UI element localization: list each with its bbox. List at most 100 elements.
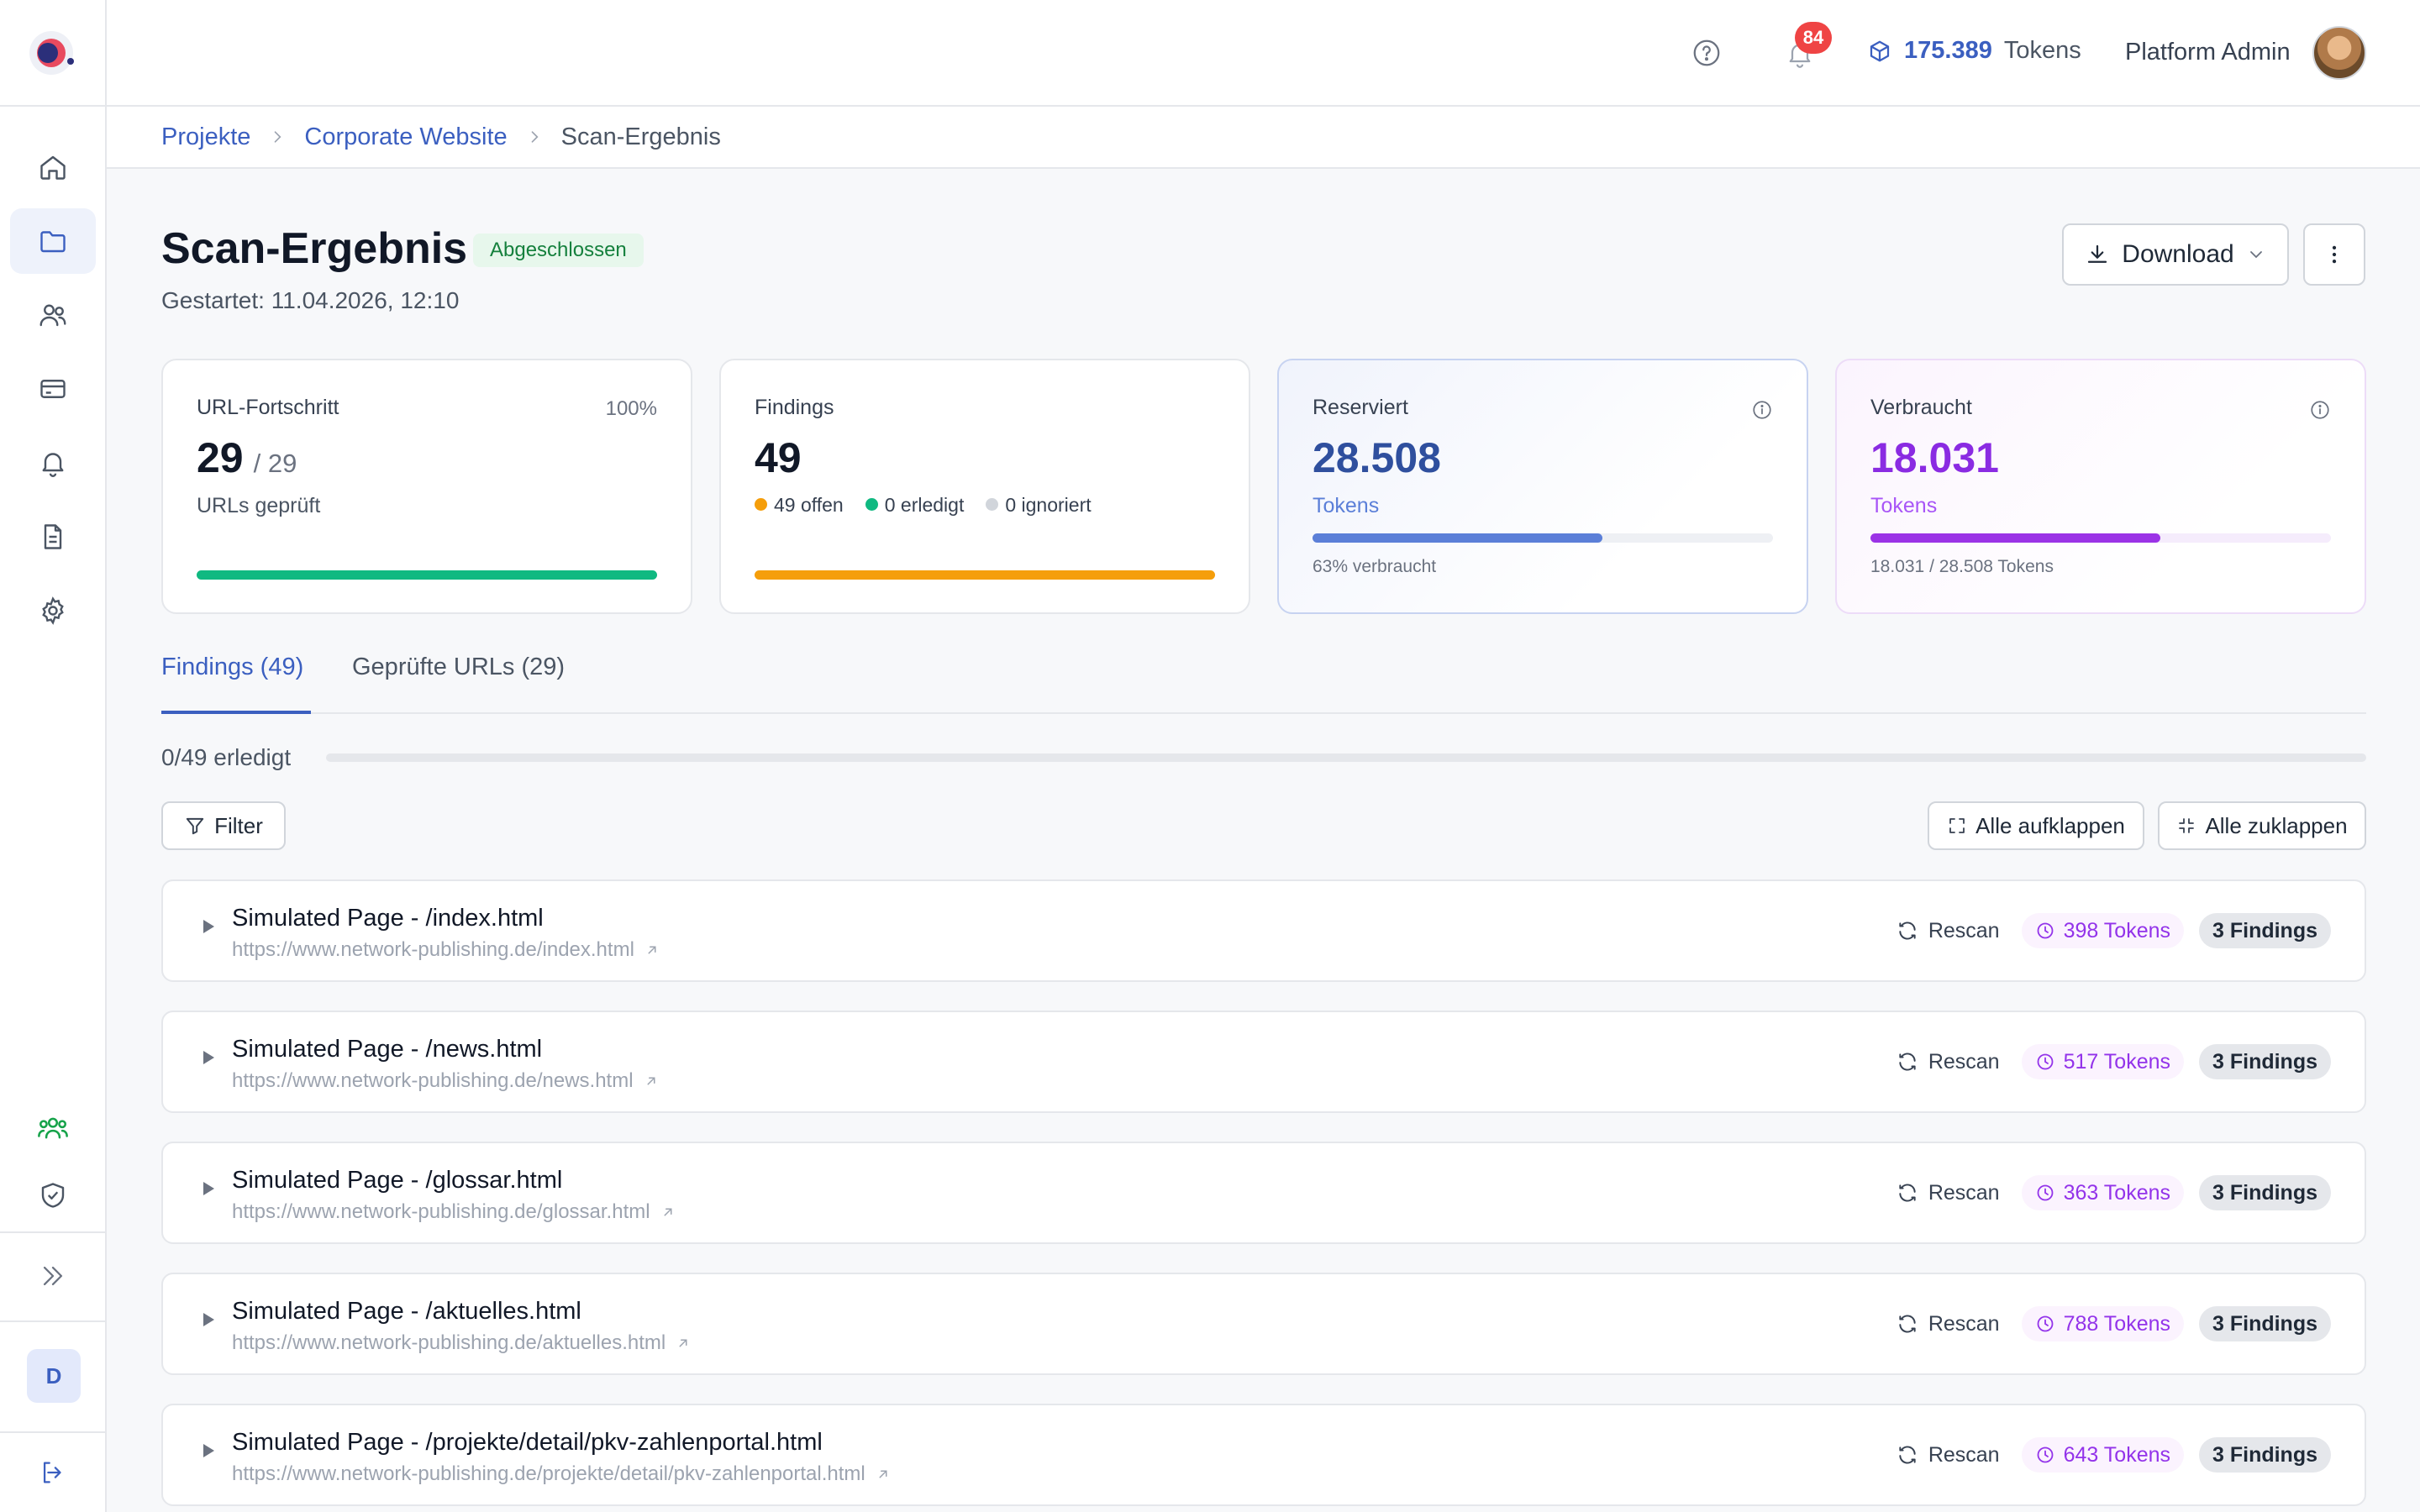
token-balance-label: Tokens	[2003, 37, 2081, 64]
row-url: https://www.network-publishing.de/news.h…	[232, 1069, 634, 1092]
sidebar-item-settings[interactable]	[10, 578, 96, 643]
list-item[interactable]: Simulated Page - /projekte/detail/pkv-za…	[161, 1404, 2366, 1506]
progress-bar	[197, 570, 657, 580]
sidebar-item-billing[interactable]	[10, 356, 96, 422]
row-title: Simulated Page - /glossar.html	[232, 1167, 563, 1194]
user-avatar[interactable]	[2312, 26, 2366, 80]
info-icon[interactable]	[2309, 399, 2331, 421]
rescan-button[interactable]: Rescan	[1890, 1312, 2007, 1336]
sidebar-item-projects[interactable]	[10, 208, 96, 274]
expand-all-button[interactable]: Alle aufklappen	[1928, 801, 2144, 850]
logout-button[interactable]	[10, 1440, 96, 1505]
row-actions: Rescan 398 Tokens 3 Findings	[1890, 911, 2331, 950]
list-item[interactable]: Simulated Page - /news.html https://www.…	[161, 1011, 2366, 1113]
token-cost-badge: 363 Tokens	[2021, 1175, 2184, 1210]
list-item[interactable]: Simulated Page - /index.html https://www…	[161, 879, 2366, 982]
progress-bar-fill	[1313, 533, 1603, 543]
gear-icon	[42, 596, 64, 625]
collapse-all-button[interactable]: Alle zuklappen	[2158, 801, 2366, 850]
rescan-label: Rescan	[1928, 1311, 2000, 1336]
chevron-right-icon	[526, 129, 543, 145]
tab-checked-urls[interactable]: Geprüfte URLs (29)	[352, 654, 566, 680]
row-title: Simulated Page - /projekte/detail/pkv-za…	[232, 1429, 823, 1456]
filter-button[interactable]: Filter	[161, 801, 286, 850]
help-button[interactable]	[1691, 38, 1722, 68]
expand-caret-icon[interactable]	[198, 1047, 218, 1068]
progress-bar-fill	[755, 570, 1215, 580]
row-title: Simulated Page - /aktuelles.html	[232, 1298, 581, 1325]
row-url-link[interactable]: https://www.network-publishing.de/projek…	[232, 1462, 891, 1486]
expand-caret-icon[interactable]	[198, 1179, 218, 1199]
consumed-card: Verbraucht 18.031 Tokens 18.031 / 28.508…	[1835, 359, 2366, 614]
findings-count-badge: 3 Findings	[2199, 913, 2331, 948]
row-url-link[interactable]: https://www.network-publishing.de/aktuel…	[232, 1331, 691, 1355]
breadcrumb: Projekte Corporate Website Scan-Ergebnis	[107, 107, 2420, 169]
external-link-icon	[647, 1077, 655, 1085]
rescan-button[interactable]: Rescan	[1890, 1181, 2007, 1205]
rescan-button[interactable]: Rescan	[1890, 1050, 2007, 1074]
reserved-card: Reserviert 28.508 Tokens 63% verbraucht	[1277, 359, 1808, 614]
more-options-button[interactable]	[2303, 223, 2365, 286]
row-url-link[interactable]: https://www.network-publishing.de/glossa…	[232, 1200, 676, 1224]
team-icon	[38, 1117, 68, 1139]
chevron-right-icon	[269, 129, 286, 145]
breadcrumb-project[interactable]: Corporate Website	[304, 123, 508, 150]
sidebar-expand-button[interactable]	[10, 1243, 96, 1309]
sidebar-item-reports[interactable]	[10, 504, 96, 570]
token-cost-badge: 517 Tokens	[2021, 1044, 2184, 1079]
clock-icon	[2037, 1184, 2053, 1201]
help-icon	[1693, 39, 1720, 66]
token-cost-badge: 643 Tokens	[2021, 1437, 2184, 1473]
refresh-icon	[1899, 1184, 1916, 1202]
sidebar-item-notifications[interactable]	[10, 430, 96, 496]
rescan-button[interactable]: Rescan	[1890, 1443, 2007, 1467]
sidebar-item-home[interactable]	[10, 134, 96, 200]
refresh-icon	[1899, 1053, 1916, 1071]
cube-icon	[1870, 40, 1890, 61]
expand-icon	[1949, 818, 1965, 833]
sidebar-item-security[interactable]	[10, 1163, 96, 1228]
user-name[interactable]: Platform Admin	[2125, 39, 2291, 66]
progress-bar	[1870, 533, 2331, 543]
chevrons-right-icon	[43, 1266, 63, 1286]
list-item[interactable]: Simulated Page - /aktuelles.html https:/…	[161, 1273, 2366, 1375]
info-icon[interactable]	[1751, 399, 1773, 421]
row-url: https://www.network-publishing.de/index.…	[232, 938, 634, 961]
tab-findings[interactable]: Findings (49)	[161, 654, 311, 714]
row-url: https://www.network-publishing.de/projek…	[232, 1462, 865, 1485]
card-subtitle: URLs geprüft	[197, 494, 321, 517]
collapse-icon	[2179, 818, 2195, 833]
expand-caret-icon[interactable]	[198, 1441, 218, 1461]
row-actions: Rescan 788 Tokens 3 Findings	[1890, 1305, 2331, 1343]
expand-caret-icon[interactable]	[198, 1310, 218, 1330]
rescan-button[interactable]: Rescan	[1890, 919, 2007, 943]
bell-icon	[42, 453, 64, 477]
tab-bar: Findings (49) Geprüfte URLs (29)	[161, 654, 2366, 714]
workspace-avatar[interactable]: D	[27, 1349, 81, 1403]
filter-icon	[186, 817, 204, 835]
legend-open: 49 offen	[755, 494, 844, 517]
download-button[interactable]: Download	[2062, 223, 2289, 286]
credit-card-icon	[40, 380, 66, 398]
progress-bar-fill	[197, 570, 657, 580]
logo[interactable]	[0, 0, 105, 107]
token-balance[interactable]: 175.389 Tokens	[1867, 37, 2081, 65]
list-item[interactable]: Simulated Page - /glossar.html https://w…	[161, 1142, 2366, 1244]
collapse-all-label: Alle zuklappen	[2205, 812, 2348, 838]
breadcrumb-projects[interactable]: Projekte	[161, 123, 251, 150]
rescan-label: Rescan	[1928, 1049, 2000, 1074]
legend-done: 0 erledigt	[865, 494, 964, 517]
sidebar-divider	[0, 1320, 107, 1322]
row-actions: Rescan 517 Tokens 3 Findings	[1890, 1042, 2331, 1081]
external-link-icon	[664, 1208, 672, 1216]
expand-caret-icon[interactable]	[198, 916, 218, 937]
refresh-icon	[1899, 1315, 1916, 1333]
card-label: Findings	[755, 396, 834, 419]
top-bar	[107, 0, 2420, 107]
sidebar-item-team[interactable]	[10, 1095, 96, 1161]
row-url-link[interactable]: https://www.network-publishing.de/news.h…	[232, 1069, 659, 1093]
page-title: Scan-Ergebnis	[161, 224, 468, 273]
row-url-link[interactable]: https://www.network-publishing.de/index.…	[232, 938, 660, 962]
rescan-label: Rescan	[1928, 1442, 2000, 1467]
sidebar-item-users[interactable]	[10, 282, 96, 348]
